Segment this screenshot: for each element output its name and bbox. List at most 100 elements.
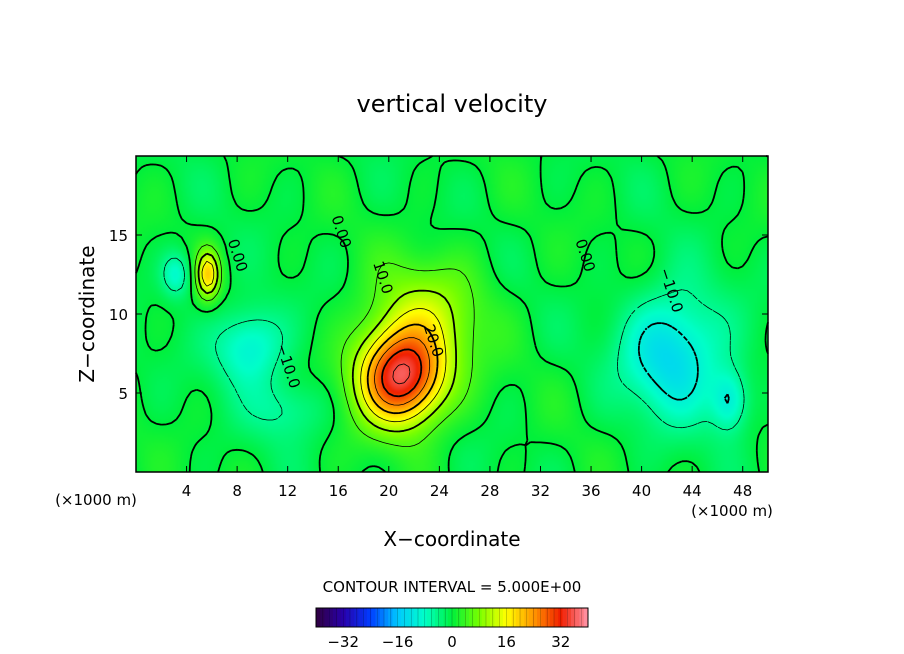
colorbar-cell xyxy=(566,608,572,627)
x-tick-label: 32 xyxy=(531,482,550,500)
colorbar-cell xyxy=(562,608,568,627)
colorbar-cell xyxy=(507,608,512,627)
colorbar-cell xyxy=(384,608,389,627)
contour-interval-label: CONTOUR INTERVAL = 5.000E+00 xyxy=(323,578,582,596)
colorbar-cell xyxy=(367,608,372,627)
x-tick-label: 28 xyxy=(480,482,499,500)
colorbar-cell xyxy=(486,608,491,627)
y-tick-label: 15 xyxy=(109,227,128,245)
colorbar-cell xyxy=(430,608,436,627)
colorbar-cell xyxy=(350,608,355,627)
colorbar-cell xyxy=(511,608,517,627)
colorbar: −32 −16 0 16 32 xyxy=(315,607,589,651)
colorbar-cell xyxy=(324,608,330,627)
colorbar-cell xyxy=(413,608,419,627)
contour-line xyxy=(381,348,423,398)
colorbar-cell xyxy=(503,608,508,627)
colorbar-cell xyxy=(396,608,402,627)
colorbar-cell xyxy=(524,608,529,627)
colorbar-cell xyxy=(558,608,563,627)
colorbar-cell xyxy=(460,608,466,627)
colorbar-cell xyxy=(439,608,444,627)
contour-line xyxy=(194,244,475,447)
colorbar-cell xyxy=(388,608,393,627)
colorbar-cell xyxy=(541,608,546,627)
y-tick-label: 10 xyxy=(109,306,128,324)
colorbar-frame xyxy=(315,607,589,628)
colorbar-cell xyxy=(409,608,415,627)
x-tick-label: 40 xyxy=(632,482,651,500)
colorbar-cell xyxy=(392,608,398,627)
colorbar-cells xyxy=(316,608,589,627)
colorbar-cell xyxy=(418,608,423,627)
colorbar-cell xyxy=(498,608,504,627)
x-tick-label: 36 xyxy=(581,482,600,500)
y-axis: 5 10 15 xyxy=(109,227,768,403)
colorbar-cell xyxy=(579,608,585,627)
colorbar-cell xyxy=(464,608,470,627)
colorbar-tick-label: −32 xyxy=(327,633,359,651)
colorbar-tick-label: 16 xyxy=(497,633,516,651)
colorbar-cell xyxy=(379,608,385,627)
contour-line xyxy=(392,363,411,385)
colorbar-cell xyxy=(520,608,525,627)
colorbar-cell xyxy=(354,608,359,627)
contour-line xyxy=(201,260,447,423)
contour-line xyxy=(366,323,439,415)
x-unit-right: (×1000 m) xyxy=(691,502,773,520)
colorbar-cell xyxy=(583,608,589,627)
x-tick-label: 16 xyxy=(329,482,348,500)
colorbar-ticks: −32 −16 0 16 32 xyxy=(327,633,570,651)
colorbar-cell xyxy=(515,608,521,627)
colorbar-cell xyxy=(469,608,474,627)
colorbar-cell xyxy=(443,608,449,627)
colorbar-cell xyxy=(371,608,376,627)
colorbar-cell xyxy=(554,608,559,627)
colorbar-cell xyxy=(537,608,542,627)
colorbar-cell xyxy=(549,608,555,627)
colorbar-cell xyxy=(435,608,440,627)
x-axis: 4 8 12 16 20 24 28 32 36 40 44 48 xyxy=(182,156,752,500)
colorbar-cell xyxy=(401,608,406,627)
colorbar-cell xyxy=(452,608,457,627)
colorbar-cell xyxy=(477,608,483,627)
colorbar-cell xyxy=(320,608,325,627)
colorbar-cell xyxy=(532,608,538,627)
colorbar-cell xyxy=(345,608,351,627)
colorbar-cell xyxy=(422,608,427,627)
x-tick-label: 44 xyxy=(683,482,702,500)
colorbar-cell xyxy=(358,608,364,627)
colorbar-cell xyxy=(375,608,381,627)
colorbar-cell xyxy=(447,608,453,627)
colorbar-cell xyxy=(575,608,580,627)
contour-lines xyxy=(135,155,769,473)
colorbar-tick-label: 32 xyxy=(551,633,570,651)
contour-line xyxy=(637,322,730,404)
colorbar-cell xyxy=(362,608,368,627)
colorbar-tick-label: −16 xyxy=(382,633,414,651)
contour-line xyxy=(197,252,457,433)
colorbar-cell xyxy=(316,608,321,627)
colorbar-cell xyxy=(328,608,334,627)
colorbar-tick-label: 0 xyxy=(447,633,457,651)
y-axis-label: Z−coordinate xyxy=(75,245,99,382)
x-tick-label: 48 xyxy=(733,482,752,500)
x-tick-label: 20 xyxy=(379,482,398,500)
colorbar-cell xyxy=(333,608,338,627)
x-tick-label: 4 xyxy=(182,482,192,500)
colorbar-cell xyxy=(571,608,576,627)
colorbar-cell xyxy=(481,608,487,627)
colorbar-cell xyxy=(426,608,432,627)
contour-line xyxy=(374,337,431,406)
colorbar-cell xyxy=(337,608,342,627)
colorbar-cell xyxy=(545,608,551,627)
colorbar-cell xyxy=(528,608,534,627)
contour-line xyxy=(163,257,745,431)
chart-title: vertical velocity xyxy=(357,90,548,118)
colorbar-cell xyxy=(473,608,478,627)
colorbar-cell xyxy=(494,608,500,627)
x-tick-label: 24 xyxy=(430,482,449,500)
